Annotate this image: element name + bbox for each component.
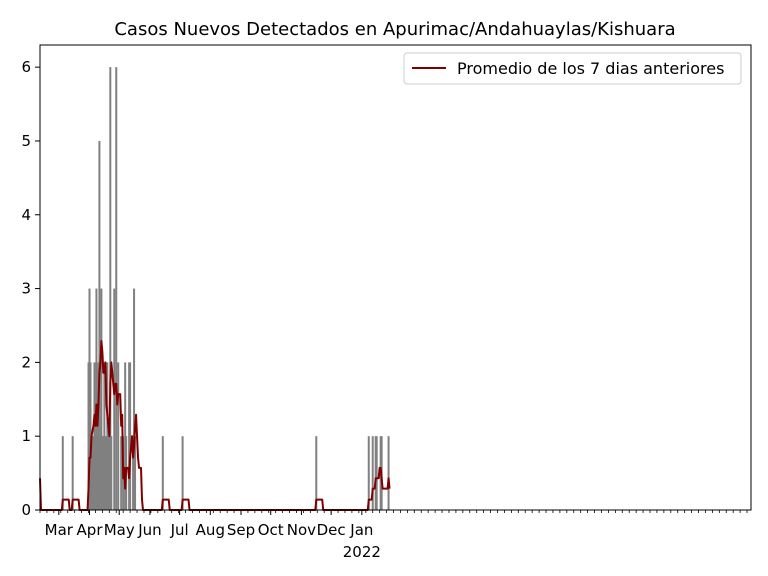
bar-36 [133,288,136,510]
legend-box [403,52,742,85]
x-tick-label-6: Sep [227,521,255,539]
x-tick-label-2: May [104,521,135,539]
y-tick-label-4: 4 [21,206,31,224]
x-tick-label-3: Jun [137,521,161,539]
y-tick-label-6: 6 [21,58,31,76]
legend-label: Promedio de los 7 dias anteriores [457,59,724,78]
x-axis: Mar Apr May Jun Jul Aug Sep Oct Nov Dec Jan 2022 [39,510,748,561]
bar-44 [375,436,378,510]
bar-37 [134,436,137,510]
x-tick-label-7: Oct [258,521,284,539]
x-tick-label-4: Jul [170,521,189,539]
legend: Promedio de los 7 dias anteriores [403,52,742,85]
bar-10 [95,288,98,510]
bar-15 [100,288,103,510]
bar-28 [117,362,120,510]
moving-average-line [39,339,391,511]
x-tick-label-5: Aug [196,521,225,539]
bar-41 [367,436,370,510]
y-axis: 0 1 2 3 4 5 6 [21,58,40,519]
x-tick-label-10: Jan [349,521,373,539]
bar-27 [115,67,118,510]
y-tick-label-1: 1 [21,427,31,445]
y-tick-label-5: 5 [21,132,31,150]
bar-40 [315,436,318,510]
y-tick-label-3: 3 [21,280,31,298]
bar-25 [110,436,113,510]
bar-1 [71,436,74,510]
bar-0 [61,436,64,510]
x-tick-label-9: Dec [317,521,346,539]
x-tick-label-1: Apr [77,521,104,539]
bar-13 [98,140,101,510]
bar-42 [371,436,374,510]
bar-34 [129,362,132,510]
plot-frame [39,44,752,511]
bar-26 [113,288,116,510]
bar-38 [161,436,164,510]
bar-24 [109,67,112,510]
chart-title: Casos Nuevos Detectados en Apurimac/Anda… [114,19,675,40]
bar-39 [181,436,184,510]
y-tick-label-2: 2 [21,353,31,371]
y-tick-label-0: 0 [21,501,31,519]
average-polyline [39,339,391,511]
bar-47 [387,436,390,510]
bars [61,67,390,510]
bar-29 [120,436,123,510]
x-tick-sublabel-10: 2022 [343,543,381,561]
x-tick-label-0: Mar [45,521,74,539]
x-tick-label-8: Nov [287,521,316,539]
